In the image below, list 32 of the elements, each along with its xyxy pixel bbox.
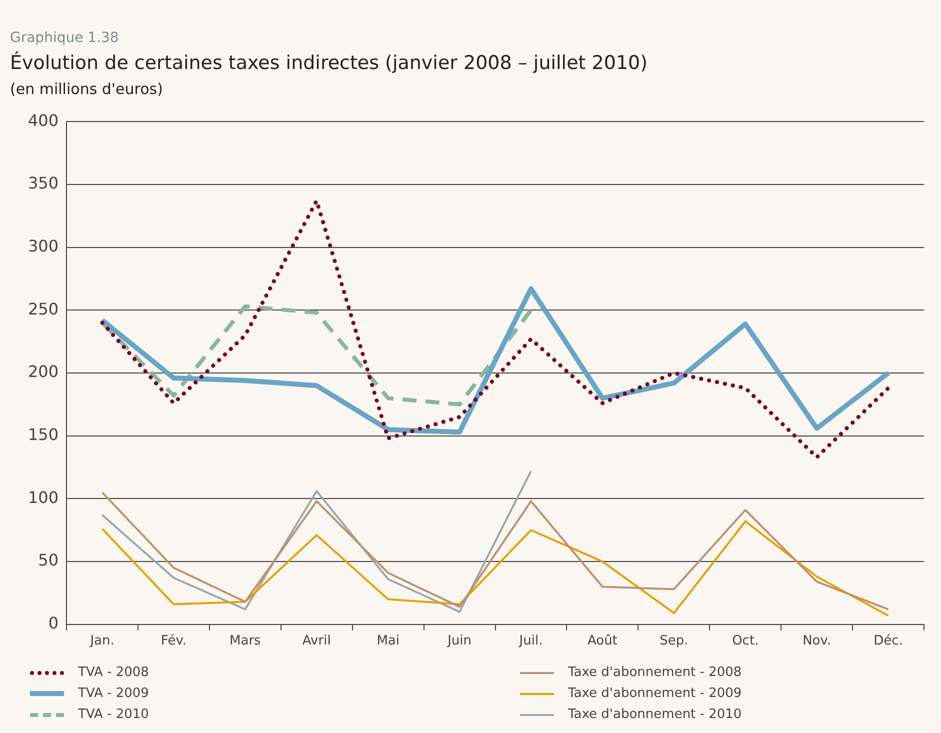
text: Graphique 1.38 [10,30,119,46]
x-tick-label: Mars [230,634,262,649]
x-tick-label: Juil. [518,634,543,649]
legend-label: TVA - 2008 [78,665,149,680]
x-tick-label: Sep. [660,634,688,649]
y-tick-label: 200 [28,362,59,382]
chart-title: Évolution de certaines taxes indirectes (janvier 2008 – juillet 2010) [10,52,648,74]
legend-label: Taxe d'abonnement - 2009 [568,686,742,701]
x-tick-label: Avril [302,634,331,649]
y-tick-label: 250 [28,299,59,318]
x-tick-label: Déc. [874,634,903,649]
legend-label: TVA - 2009 [78,686,149,701]
line-series [100,304,533,406]
legend-label: Taxe d'abonnement - 2008 [568,665,742,680]
y-tick-label: 100 [28,488,59,507]
y-tick-label: 0 [48,614,59,633]
y-tick-label: 50 [38,550,59,570]
legend-label: TVA - 2010 [78,707,149,722]
x-tick-label: Oct. [732,634,759,649]
chart-subtitle: (en millions d'euros) [10,80,163,98]
y-tick-label: 350 [28,174,59,193]
x-tick-label: Nov. [802,634,832,649]
y-tick-label: 150 [28,425,59,444]
x-tick-label: Jan. [89,634,114,649]
x-tick-label: Mai [376,634,400,649]
x-tick-label: Juin [446,634,472,649]
legend-label: Taxe d'abonnement - 2010 [568,707,742,722]
y-tick-label: 300 [28,236,59,256]
y-tick-label: 400 [28,110,59,130]
line-series [100,198,890,460]
x-tick-label: Fév. [160,634,187,649]
x-tick-label: Août [587,634,618,649]
